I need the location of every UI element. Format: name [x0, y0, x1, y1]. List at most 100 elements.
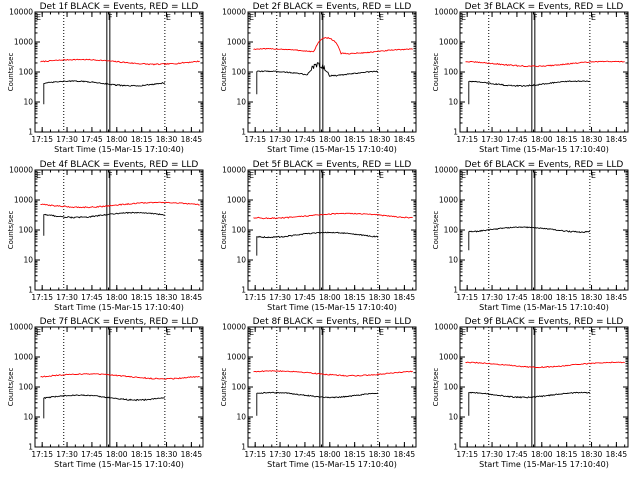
y-tick-label: 10000 [9, 8, 33, 17]
y-axis-label: Counts/sec [220, 211, 228, 250]
x-tick-label: 17:30 [481, 293, 503, 302]
x-tick-label: 17:30 [269, 293, 291, 302]
x-tick-label: 18:45 [394, 293, 416, 302]
y-tick-label: 10 [448, 256, 458, 265]
events-series-line [43, 394, 165, 419]
y-tick-label: 10 [236, 98, 246, 107]
x-tick-label: 17:15 [31, 293, 53, 302]
event-marker: F [108, 171, 113, 180]
chart-panel-1: Det 1f BLACK = Events, RED = LLD 1 10 100 10… [7, 2, 204, 154]
x-tick-label: 17:15 [244, 450, 266, 459]
lld-series-line [40, 201, 200, 209]
y-tick-label: 1 [453, 286, 458, 295]
y-tick-label: 100 [232, 68, 247, 77]
y-tick-label: 100 [444, 68, 459, 77]
event-marker: F [321, 328, 326, 337]
x-tick-label: 18:00 [319, 135, 341, 144]
x-tick-label: 17:30 [481, 135, 503, 144]
y-tick-label: 100 [19, 68, 34, 77]
y-tick-label: 1000 [14, 353, 33, 362]
y-tick-label: 1 [241, 286, 246, 295]
x-tick-label: 18:45 [606, 135, 628, 144]
x-tick-label: 18:15 [131, 293, 153, 302]
x-tick-label: 18:30 [581, 293, 603, 302]
x-tick-label: 18:45 [606, 293, 628, 302]
x-tick-label: 17:45 [294, 135, 316, 144]
events-series-line [43, 211, 165, 236]
plot-frame [34, 169, 204, 291]
y-tick-label: 100 [19, 383, 34, 392]
event-marker: E [461, 328, 466, 337]
x-tick-label: 18:15 [556, 135, 578, 144]
event-marker: E [379, 13, 384, 22]
x-tick-label: 17:15 [456, 293, 478, 302]
x-tick-label: 17:45 [294, 450, 316, 459]
chart-panel-9: Det 9f BLACK = Events, RED = LLD 1 10 100 10… [432, 317, 629, 469]
lld-series-line [253, 370, 413, 377]
x-axis-label: Start Time (15-Mar-15 17:10:40) [267, 303, 397, 312]
chart-panel-6: Det 6f BLACK = Events, RED = LLD 1 10 100 10… [432, 160, 629, 312]
event-marker: E [36, 171, 41, 180]
x-tick-label: 17:45 [506, 135, 528, 144]
lld-series-line [253, 212, 413, 220]
plot-frame [459, 326, 629, 448]
event-marker: F [321, 13, 326, 22]
y-tick-label: 10000 [9, 166, 33, 175]
x-tick-label: 18:00 [531, 293, 553, 302]
event-marker: E [249, 13, 254, 22]
events-series-line [256, 62, 379, 95]
x-tick-label: 18:15 [344, 450, 366, 459]
y-tick-label: 10 [23, 413, 33, 422]
x-tick-label: 17:15 [456, 135, 478, 144]
y-tick-label: 1 [28, 128, 33, 137]
chart-panel-8: Det 8f BLACK = Events, RED = LLD 1 10 100 10… [220, 317, 417, 469]
x-axis-label: Start Time (15-Mar-15 17:10:40) [267, 145, 397, 154]
y-tick-label: 1000 [439, 38, 458, 47]
lld-series-line [253, 36, 413, 55]
event-marker: E [461, 13, 466, 22]
y-tick-label: 10000 [434, 323, 458, 332]
y-axis-label: Counts/sec [220, 53, 228, 92]
event-marker: F [533, 328, 538, 337]
x-tick-label: 18:00 [106, 135, 128, 144]
y-tick-label: 100 [232, 226, 247, 235]
plot-frame [459, 169, 629, 291]
y-tick-label: 10000 [222, 166, 246, 175]
y-tick-label: 10000 [9, 323, 33, 332]
event-marker: E [379, 171, 384, 180]
x-tick-label: 17:30 [56, 293, 78, 302]
y-axis-label: Counts/sec [220, 368, 228, 407]
event-marker: E [591, 171, 596, 180]
x-tick-label: 17:45 [506, 293, 528, 302]
x-tick-label: 18:00 [319, 450, 341, 459]
x-tick-label: 17:45 [294, 293, 316, 302]
lld-series-line [465, 60, 625, 68]
x-tick-label: 18:15 [131, 135, 153, 144]
chart-title: Det 2f BLACK = Events, RED = LLD [253, 2, 412, 12]
event-marker: E [379, 328, 384, 337]
y-axis-label: Counts/sec [432, 211, 440, 250]
y-tick-label: 1000 [227, 353, 246, 362]
y-tick-label: 1000 [227, 196, 246, 205]
x-tick-label: 17:15 [456, 450, 478, 459]
x-tick-label: 18:45 [181, 293, 203, 302]
plot-frame [459, 11, 629, 133]
x-tick-label: 18:15 [556, 450, 578, 459]
x-tick-label: 18:15 [344, 135, 366, 144]
event-marker: E [166, 13, 171, 22]
x-tick-label: 18:45 [181, 450, 203, 459]
y-tick-label: 10000 [222, 323, 246, 332]
x-tick-label: 17:45 [81, 450, 103, 459]
x-tick-label: 18:30 [581, 135, 603, 144]
y-tick-label: 1000 [227, 38, 246, 47]
events-series-line [256, 231, 379, 256]
chart-title: Det 6f BLACK = Events, RED = LLD [465, 160, 624, 170]
x-axis-label: Start Time (15-Mar-15 17:10:40) [54, 145, 184, 154]
plot-frame [247, 11, 417, 133]
chart-title: Det 8f BLACK = Events, RED = LLD [253, 317, 412, 327]
plot-frame [247, 326, 417, 448]
plot-frame [34, 326, 204, 448]
event-marker: E [249, 171, 254, 180]
x-tick-label: 17:30 [56, 450, 78, 459]
x-tick-label: 18:30 [156, 450, 178, 459]
